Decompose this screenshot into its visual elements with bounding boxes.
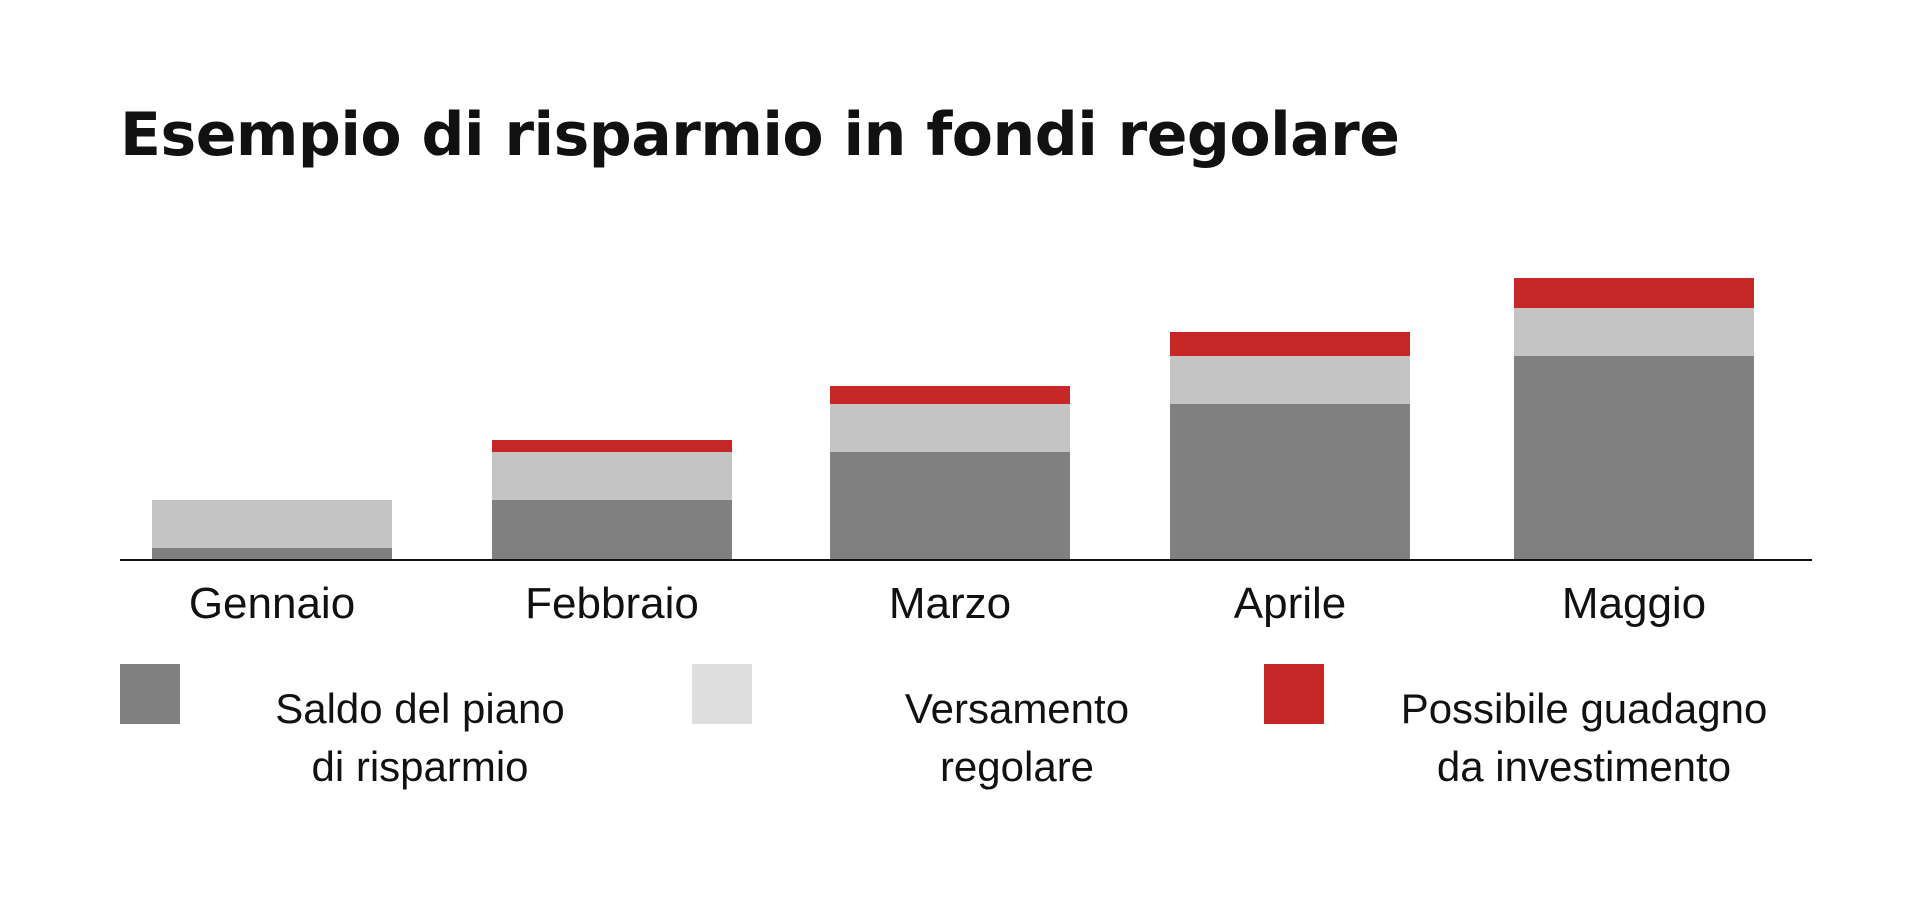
bar-febbraio-series-1 [492, 452, 732, 500]
x-tick-label-marzo: Marzo [889, 579, 1011, 628]
bar-aprile-series-0 [1170, 404, 1410, 560]
legend-item-saldo: Saldo del piano di risparmio [120, 664, 680, 794]
stacked-bar-chart: Gennaio Febbraio Marzo Aprile Maggio [120, 278, 1812, 628]
legend-swatch-guadagno [1264, 664, 1324, 724]
x-tick-label-aprile: Aprile [1234, 579, 1347, 628]
bar-febbraio-series-2 [492, 440, 732, 452]
bar-maggio-series-0 [1514, 356, 1754, 560]
legend-swatch-versamento [692, 664, 752, 724]
bar-maggio-series-1 [1514, 308, 1754, 356]
bar-marzo-series-2 [830, 386, 1070, 404]
bar-marzo-series-1 [830, 404, 1070, 452]
chart-title: Esempio di risparmio in fondi regolare [120, 100, 1400, 170]
bar-gennaio-series-0 [152, 548, 392, 560]
bar-gennaio-series-1 [152, 500, 392, 548]
bar-marzo-series-0 [830, 452, 1070, 560]
legend-item-versamento: Versamento regolare [692, 664, 1172, 794]
legend-swatch-saldo [120, 664, 180, 724]
bar-febbraio-series-0 [492, 500, 732, 560]
x-tick-label-gennaio: Gennaio [189, 579, 355, 628]
legend-label-saldo: Saldo del piano di risparmio [275, 685, 565, 790]
x-tick-label-febbraio: Febbraio [525, 579, 699, 628]
bar-aprile-series-1 [1170, 356, 1410, 404]
legend-label-versamento: Versamento regolare [904, 685, 1130, 790]
legend-item-guadagno: Possibile guadagno da investimento [1264, 664, 1824, 794]
bar-maggio-series-2 [1514, 278, 1754, 308]
bar-aprile-series-2 [1170, 332, 1410, 356]
legend-label-guadagno: Possibile guadagno da investimento [1400, 685, 1768, 790]
x-tick-label-maggio: Maggio [1562, 579, 1706, 628]
